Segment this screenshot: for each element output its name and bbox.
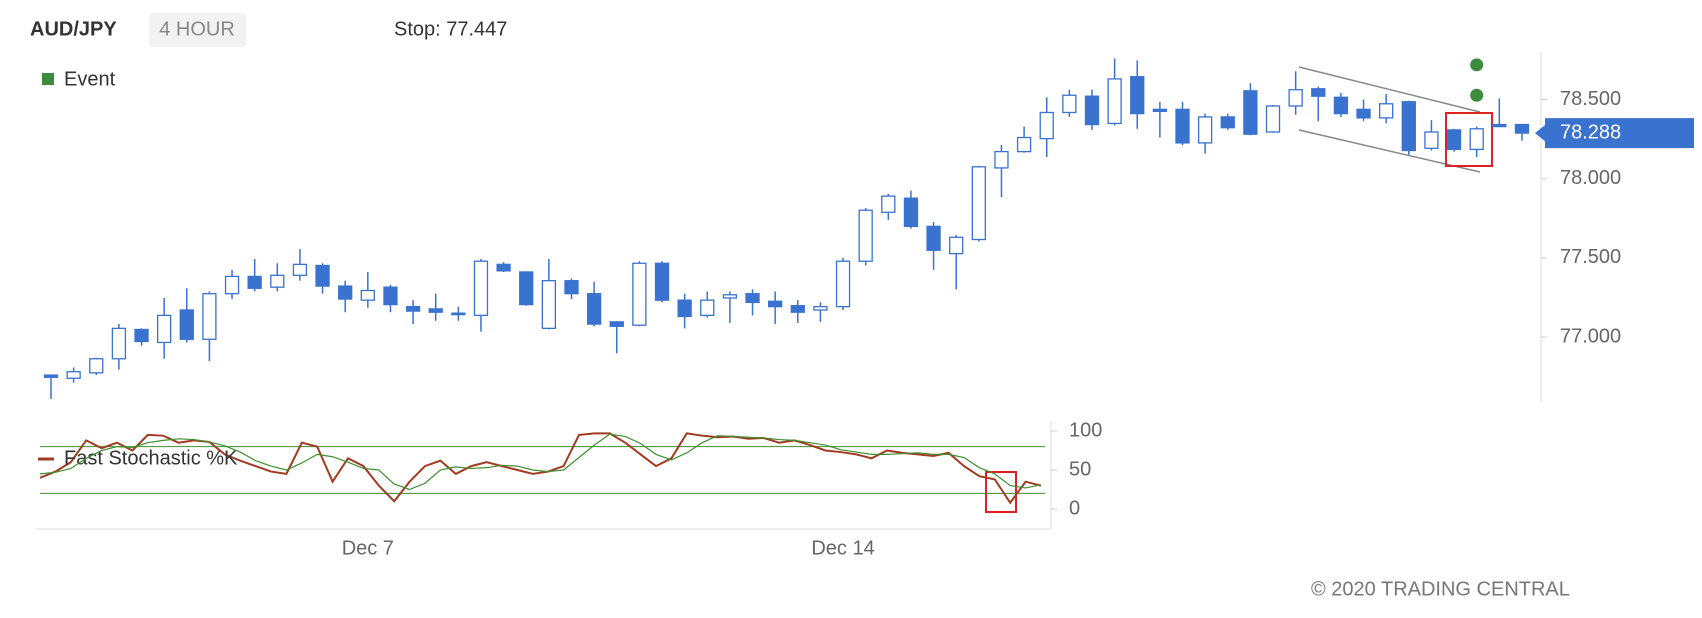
candle-body [1446,129,1462,151]
candle-body [1107,78,1122,125]
candle-body [496,263,511,272]
y-tick-label: 78.500 [1560,88,1621,110]
candle-body [1311,88,1326,97]
candle-body [790,305,805,313]
x-tick-label: Dec 7 [342,537,394,559]
candle-body [1039,111,1054,140]
candle-body [360,289,375,301]
highlight-box [985,471,1017,513]
legend-label: Fast Stochastic %K [64,447,238,469]
candle-body [813,306,828,311]
legend-label: Event [64,68,116,90]
candle-body [745,293,760,304]
candle-body [89,358,104,374]
candle-body [1379,103,1394,119]
last-price-label: 78.288 [1560,121,1621,143]
candle-body [1243,90,1258,135]
candle-body [338,285,353,300]
candle-body [1220,116,1235,129]
candle-body [949,236,964,255]
candle-body [111,327,127,360]
stoch-line [39,433,1042,491]
candle-body [156,314,172,344]
copyright: © 2020 TRADING CENTRAL [1311,578,1570,600]
channel-line [1298,66,1481,113]
y-tick-label: 0 [1069,497,1080,519]
candle-body [1333,96,1349,115]
y-tick-label: 78.000 [1560,167,1621,189]
stop-annotation: Stop: 77.447 [394,18,507,40]
interval-label: 4 HOUR [159,18,235,40]
candle-body [292,263,308,276]
candle-body [654,262,670,301]
candle-body [270,274,285,288]
candle-body [994,150,1009,169]
candle-body [1401,101,1416,152]
candle-body [700,299,715,317]
candle-body [43,374,59,378]
candle-body [224,275,240,295]
candle-body [473,260,489,317]
candle-body [1265,105,1281,133]
candle-body [1197,116,1213,144]
candle-body [881,195,896,213]
candle-body [677,299,692,318]
candle-body [1469,128,1484,151]
y-tick-label: 77.500 [1560,246,1621,268]
candle-body [564,280,579,295]
candle-body [586,293,602,325]
last-price-tag [1535,118,1694,149]
legend-swatch [42,73,54,85]
candle-body [1492,123,1507,128]
candle-body [315,264,330,287]
event-dot [1470,58,1484,72]
candle-body [903,197,919,228]
candle-body [926,225,941,251]
y-tick-label: 100 [1069,419,1102,441]
candle-body [609,321,624,327]
candle-body [632,262,647,326]
candle-body [722,294,738,299]
x-tick-label: Dec 14 [811,537,874,559]
chart-title: AUD/JPY [30,18,117,40]
candle-body [519,271,534,306]
candle-body [134,328,149,343]
candle-body [383,286,398,306]
candle-body [179,309,194,340]
y-tick-label: 50 [1069,458,1091,480]
candle-body [541,280,557,330]
candle-body [1084,95,1100,126]
candle-body [428,308,443,313]
candle-body [1424,131,1439,149]
candle-body [858,209,873,262]
candle-body [66,371,81,379]
candle-body [768,300,783,308]
interval-badge [149,13,246,47]
candle-body [835,260,851,308]
y-tick-label: 77.000 [1560,325,1621,347]
candle-body [1288,89,1303,107]
candle-body [971,166,986,241]
highlight-box [1445,112,1493,167]
candle-body [1016,136,1032,153]
candle-body [202,293,217,340]
candle-body [1514,123,1530,134]
candle-body [1130,76,1145,115]
candle-body [1062,94,1077,114]
candle-body [405,306,421,312]
candle-body [1356,108,1371,119]
candle-body [1175,108,1190,144]
candle-body [451,312,466,316]
candle-body [1152,108,1168,113]
event-dot [1470,88,1484,102]
candle-body [247,275,262,289]
